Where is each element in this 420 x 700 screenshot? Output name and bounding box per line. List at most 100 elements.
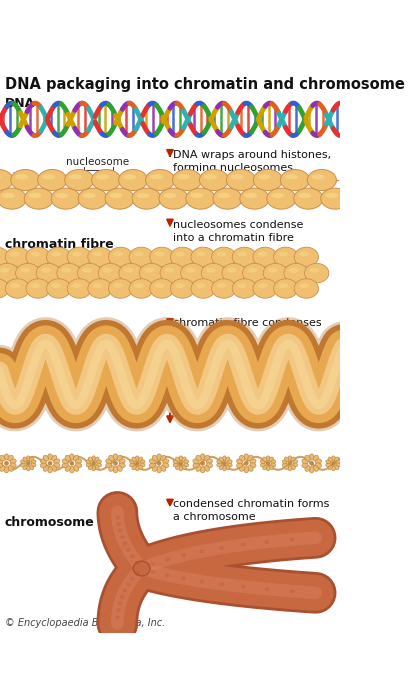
Ellipse shape (176, 465, 180, 470)
Ellipse shape (217, 283, 226, 288)
Ellipse shape (0, 174, 1, 179)
Ellipse shape (72, 251, 82, 256)
Ellipse shape (202, 269, 226, 280)
Ellipse shape (243, 269, 267, 280)
Ellipse shape (217, 193, 231, 198)
Ellipse shape (62, 459, 68, 464)
Ellipse shape (309, 466, 314, 473)
Ellipse shape (0, 195, 27, 206)
Ellipse shape (48, 454, 52, 460)
Ellipse shape (233, 253, 257, 263)
Text: chromatin fibre: chromatin fibre (5, 238, 113, 251)
Ellipse shape (51, 188, 80, 209)
Ellipse shape (289, 268, 299, 272)
Ellipse shape (26, 253, 50, 263)
Ellipse shape (42, 174, 55, 179)
Ellipse shape (97, 463, 101, 467)
Text: chromatin fibre condenses: chromatin fibre condenses (173, 318, 322, 328)
Ellipse shape (86, 460, 91, 463)
Ellipse shape (150, 247, 174, 267)
Ellipse shape (129, 279, 153, 298)
Ellipse shape (21, 460, 26, 463)
Ellipse shape (150, 284, 174, 295)
Ellipse shape (264, 269, 288, 280)
Ellipse shape (260, 463, 265, 467)
Ellipse shape (241, 584, 246, 589)
Ellipse shape (227, 268, 236, 272)
Ellipse shape (271, 460, 276, 463)
Ellipse shape (244, 454, 249, 460)
Ellipse shape (288, 466, 292, 470)
Ellipse shape (305, 269, 329, 280)
Ellipse shape (298, 193, 311, 198)
Ellipse shape (10, 283, 20, 288)
Ellipse shape (222, 269, 247, 280)
Ellipse shape (163, 193, 176, 198)
Ellipse shape (152, 455, 158, 461)
Ellipse shape (78, 188, 107, 209)
Ellipse shape (129, 247, 153, 267)
Ellipse shape (74, 455, 79, 461)
Ellipse shape (308, 176, 337, 188)
Ellipse shape (206, 463, 213, 468)
Ellipse shape (69, 454, 74, 460)
Ellipse shape (236, 459, 243, 464)
Ellipse shape (305, 455, 310, 461)
Ellipse shape (105, 195, 135, 206)
Ellipse shape (88, 457, 92, 461)
Ellipse shape (62, 463, 68, 468)
Ellipse shape (219, 465, 223, 470)
Ellipse shape (165, 268, 175, 272)
Ellipse shape (321, 195, 350, 206)
Ellipse shape (177, 174, 190, 179)
Ellipse shape (217, 460, 222, 463)
Ellipse shape (160, 269, 185, 280)
Ellipse shape (336, 463, 341, 467)
Ellipse shape (294, 253, 319, 263)
Ellipse shape (135, 466, 139, 470)
Ellipse shape (82, 193, 96, 198)
Ellipse shape (43, 466, 49, 471)
Ellipse shape (95, 457, 99, 461)
Ellipse shape (5, 253, 30, 263)
Ellipse shape (280, 169, 310, 190)
Ellipse shape (237, 251, 247, 256)
Ellipse shape (0, 455, 5, 461)
Ellipse shape (266, 466, 270, 470)
Ellipse shape (160, 263, 184, 283)
Ellipse shape (253, 284, 278, 295)
Ellipse shape (253, 247, 277, 267)
Ellipse shape (55, 193, 69, 198)
Ellipse shape (266, 456, 270, 461)
Ellipse shape (5, 284, 30, 295)
Ellipse shape (171, 279, 194, 298)
Ellipse shape (92, 466, 95, 470)
Ellipse shape (67, 247, 92, 267)
Ellipse shape (219, 546, 224, 550)
Ellipse shape (120, 535, 125, 539)
Ellipse shape (119, 263, 143, 283)
Ellipse shape (5, 247, 29, 267)
Ellipse shape (269, 457, 273, 461)
Ellipse shape (119, 269, 144, 280)
Ellipse shape (48, 466, 52, 473)
Ellipse shape (250, 463, 256, 468)
Ellipse shape (247, 268, 257, 272)
Ellipse shape (182, 465, 186, 470)
Ellipse shape (29, 465, 34, 470)
Ellipse shape (278, 251, 288, 256)
Ellipse shape (133, 561, 150, 576)
Ellipse shape (116, 608, 121, 612)
Ellipse shape (206, 459, 213, 464)
Ellipse shape (150, 570, 155, 574)
Ellipse shape (163, 463, 169, 468)
Ellipse shape (0, 269, 20, 280)
Ellipse shape (88, 284, 113, 295)
Ellipse shape (237, 283, 247, 288)
Ellipse shape (219, 457, 223, 461)
Circle shape (157, 461, 161, 466)
Ellipse shape (118, 528, 122, 533)
Ellipse shape (0, 459, 3, 464)
Ellipse shape (271, 463, 276, 467)
Circle shape (92, 461, 96, 466)
